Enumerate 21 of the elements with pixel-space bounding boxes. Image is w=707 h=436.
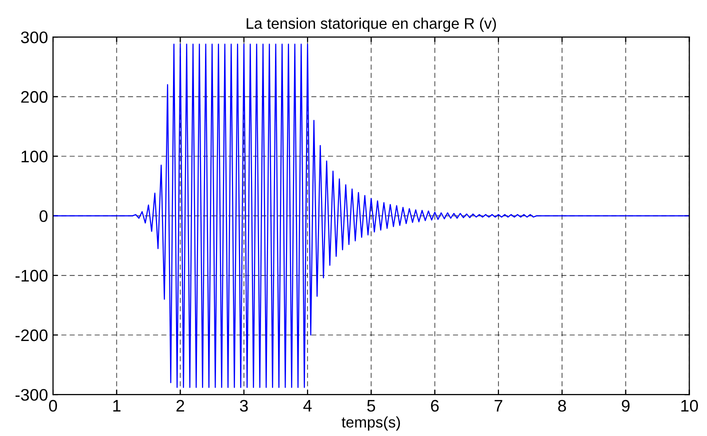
chart-title: La tension statorique en charge R (v) bbox=[246, 18, 496, 32]
line-series bbox=[53, 44, 690, 388]
x-tick-label: 4 bbox=[303, 400, 312, 412]
y-tick-label: 100 bbox=[22, 150, 48, 162]
x-tick-label: 8 bbox=[558, 400, 566, 412]
x-tick-label: 3 bbox=[240, 400, 248, 412]
y-tick-label: -300 bbox=[16, 388, 48, 401]
y-tick-label: -200 bbox=[16, 329, 48, 342]
x-tick-label: 6 bbox=[431, 400, 439, 412]
y-tick-label: 0 bbox=[40, 210, 48, 222]
x-tick-label: 5 bbox=[367, 400, 376, 412]
x-tick-label: 2 bbox=[176, 400, 184, 412]
x-tick-label: 10 bbox=[681, 400, 698, 412]
x-axis-title: temps(s) bbox=[342, 416, 400, 431]
x-tick-label: 9 bbox=[622, 400, 630, 412]
y-tick-label: -100 bbox=[16, 270, 48, 282]
x-tick-label: 0 bbox=[49, 400, 58, 412]
x-tick-label: 7 bbox=[494, 400, 502, 412]
y-tick-label: 200 bbox=[21, 91, 48, 103]
y-tick-label: 300 bbox=[20, 31, 48, 44]
x-tick-label: 1 bbox=[113, 400, 120, 412]
